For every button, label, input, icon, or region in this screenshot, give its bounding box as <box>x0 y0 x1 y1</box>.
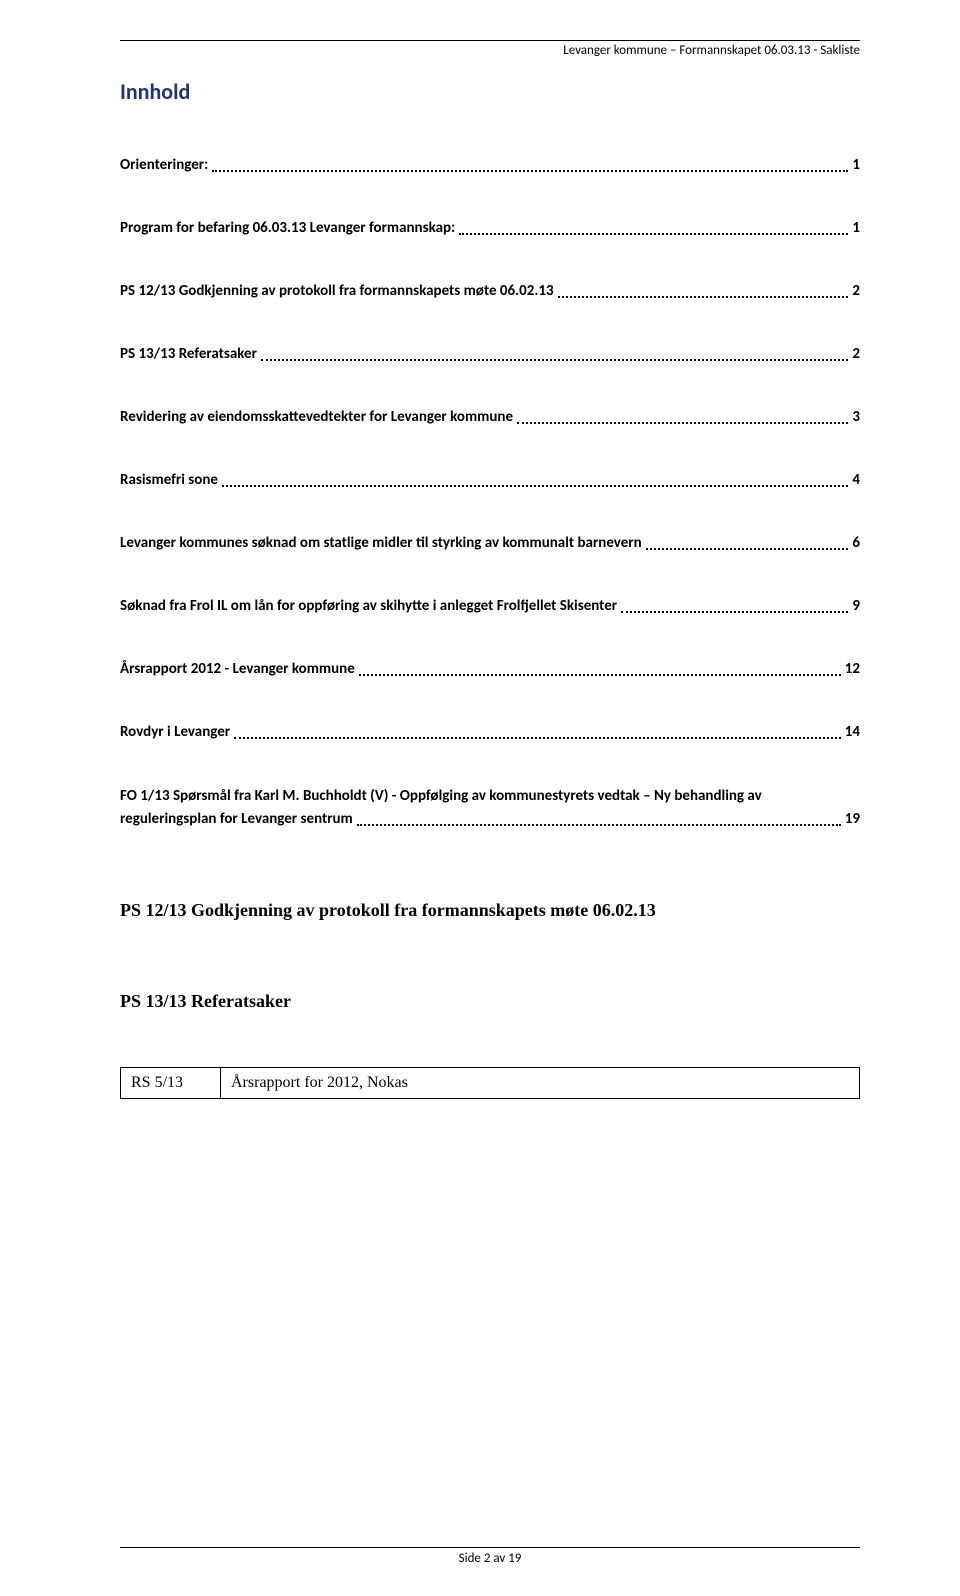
page-footer: Side 2 av 19 <box>120 1547 860 1566</box>
toc-text: Orienteringer: <box>120 155 208 176</box>
toc-dots <box>517 422 848 424</box>
toc-page: 12 <box>845 659 860 680</box>
table-cell-reference: RS 5/13 <box>121 1068 221 1098</box>
toc-dots <box>558 296 849 298</box>
toc-dots <box>646 548 849 550</box>
toc-text: Levanger kommunes søknad om statlige mid… <box>120 533 642 554</box>
toc-page: 1 <box>852 218 860 239</box>
toc-item: PS 13/13 Referatsaker 2 <box>120 344 860 365</box>
toc-item: Program for befaring 06.03.13 Levanger f… <box>120 218 860 239</box>
toc-page: 1 <box>852 155 860 176</box>
toc-dots <box>621 611 848 613</box>
section-heading: PS 13/13 Referatsaker <box>120 991 860 1012</box>
toc-dots <box>234 737 841 739</box>
header-right-text: Levanger kommune – Formannskapet 06.03.1… <box>120 43 860 58</box>
toc-text: PS 12/13 Godkjenning av protokoll fra fo… <box>120 281 554 302</box>
toc-page: 14 <box>845 722 860 743</box>
toc-text-line2: reguleringsplan for Levanger sentrum <box>120 808 353 831</box>
toc-item: FO 1/13 Spørsmål fra Karl M. Buchholdt (… <box>120 785 860 830</box>
toc-dots <box>359 674 841 676</box>
page-title: Innhold <box>120 78 860 105</box>
toc-item: Årsrapport 2012 - Levanger kommune 12 <box>120 659 860 680</box>
toc-text: Rasismefri sone <box>120 470 218 491</box>
toc-text: Søknad fra Frol IL om lån for oppføring … <box>120 596 617 617</box>
toc-page: 6 <box>852 533 860 554</box>
toc-item: Levanger kommunes søknad om statlige mid… <box>120 533 860 554</box>
toc-page: 9 <box>852 596 860 617</box>
toc-text: Revidering av eiendomsskattevedtekter fo… <box>120 407 513 428</box>
toc-item: Søknad fra Frol IL om lån for oppføring … <box>120 596 860 617</box>
toc-dots <box>212 170 848 172</box>
toc-page: 2 <box>852 344 860 365</box>
toc-dots <box>459 233 848 235</box>
toc-item: Rovdyr i Levanger 14 <box>120 722 860 743</box>
toc-dots <box>222 485 848 487</box>
toc-dots <box>261 359 848 361</box>
toc-page: 2 <box>852 281 860 302</box>
toc-text: PS 13/13 Referatsaker <box>120 344 257 365</box>
table-cell-description: Årsrapport for 2012, Nokas <box>221 1068 859 1098</box>
referat-table: RS 5/13 Årsrapport for 2012, Nokas <box>120 1067 860 1099</box>
footer-page-number: Side 2 av 19 <box>120 1551 860 1566</box>
table-of-contents: Orienteringer: 1 Program for befaring 06… <box>120 155 860 830</box>
toc-item: Rasismefri sone 4 <box>120 470 860 491</box>
toc-text: Rovdyr i Levanger <box>120 722 230 743</box>
toc-text: Årsrapport 2012 - Levanger kommune <box>120 659 355 680</box>
section-heading: PS 12/13 Godkjenning av protokoll fra fo… <box>120 900 860 921</box>
toc-text-line1: FO 1/13 Spørsmål fra Karl M. Buchholdt (… <box>120 785 860 808</box>
toc-text: Program for befaring 06.03.13 Levanger f… <box>120 218 455 239</box>
toc-item: PS 12/13 Godkjenning av protokoll fra fo… <box>120 281 860 302</box>
toc-page: 19 <box>845 808 860 831</box>
toc-item: Revidering av eiendomsskattevedtekter fo… <box>120 407 860 428</box>
toc-item: Orienteringer: 1 <box>120 155 860 176</box>
toc-dots <box>357 824 841 826</box>
toc-page: 4 <box>852 470 860 491</box>
toc-page: 3 <box>852 407 860 428</box>
